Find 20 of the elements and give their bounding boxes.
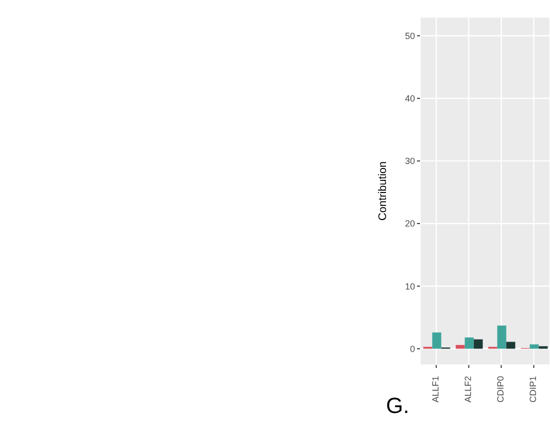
- bar: [474, 339, 483, 349]
- x-tick-label: CDIP0: [496, 376, 506, 403]
- bar: [497, 326, 506, 349]
- y-tick-label: 0: [410, 344, 415, 354]
- y-tick-label: 30: [404, 156, 415, 166]
- y-tick-label: 40: [404, 94, 415, 104]
- bar: [538, 346, 548, 349]
- x-tick-label: CDIP1: [528, 376, 538, 403]
- y-tick-label: 20: [404, 218, 415, 229]
- text: G.: [386, 393, 410, 419]
- y-axis-title: Contribution: [376, 161, 389, 221]
- bar: [506, 342, 516, 349]
- bar: [432, 332, 442, 349]
- x-tick-label: ALLF1: [430, 376, 441, 403]
- bar: [464, 337, 474, 349]
- x-tick-label: ALLF2: [463, 376, 474, 403]
- bar: [530, 344, 539, 349]
- y-tick-label: 10: [404, 281, 415, 292]
- bar: [456, 344, 465, 349]
- y-tick-label: 50: [404, 30, 415, 41]
